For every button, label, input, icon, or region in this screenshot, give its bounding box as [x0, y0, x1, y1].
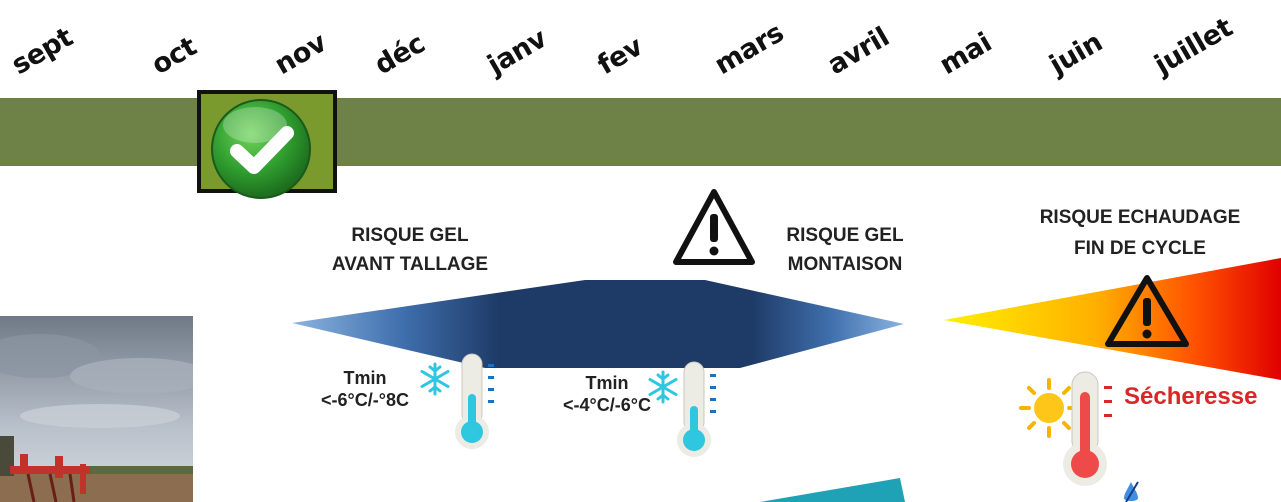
- risk-gel-avant-tallage-line1: RISQUE GEL: [351, 225, 469, 246]
- secheresse-label: Sécheresse: [1124, 383, 1258, 410]
- check-icon: [211, 99, 311, 199]
- drop-icon: [1124, 481, 1139, 502]
- month-label: avril: [822, 21, 895, 81]
- month-label: déc: [369, 28, 431, 81]
- risk-gel-avant-tallage: RISQUE GEL AVANT TALLAGE: [295, 221, 525, 279]
- tmin-value: <-6°C/-°8C: [321, 390, 409, 410]
- thermometer-icon: [1063, 371, 1112, 486]
- risk-gel-montaison-line2: MONTAISON: [787, 254, 903, 275]
- warning-icon: [673, 189, 755, 265]
- risk-gel-montaison-line1: RISQUE GEL: [786, 225, 904, 246]
- month-label: oct: [146, 31, 202, 81]
- timeline-band: [0, 98, 1281, 166]
- month-label: fev: [592, 31, 648, 81]
- month-label: nov: [269, 27, 332, 81]
- risk-echaudage-line1: RISQUE ECHAUDAGE: [1039, 207, 1241, 228]
- month-label: juillet: [1149, 12, 1238, 81]
- month-label: mars: [709, 17, 789, 81]
- month-label: mai: [934, 27, 997, 81]
- warning-icon: [1105, 275, 1189, 347]
- thermometer-icon: [677, 361, 716, 457]
- heat-risk-wedge: [944, 258, 1281, 380]
- sun-icon: [1019, 378, 1079, 438]
- tmin-label: Tmin: [585, 373, 629, 393]
- tmin-label: Tmin: [343, 368, 387, 388]
- snowflake-icon: [648, 370, 678, 404]
- thermometer-icon: [455, 353, 494, 449]
- field-photo: [0, 316, 193, 502]
- tmin-value: <-4°C/-6°C: [563, 395, 651, 415]
- teal-wedge: [760, 478, 905, 502]
- month-label: juin: [1044, 26, 1108, 81]
- risk-gel-avant-tallage-line2: AVANT TALLAGE: [331, 254, 489, 275]
- risk-echaudage: RISQUE ECHAUDAGE FIN DE CYCLE: [1005, 202, 1275, 264]
- frost-risk-shape: [292, 280, 904, 368]
- risk-gel-montaison: RISQUE GEL MONTAISON: [750, 221, 940, 279]
- snowflake-icon: [420, 362, 450, 396]
- tmin-montaison: Tmin <-4°C/-6°C: [542, 372, 672, 416]
- month-label: sept: [6, 21, 78, 81]
- tmin-avant-tallage: Tmin <-6°C/-°8C: [300, 367, 430, 411]
- risk-echaudage-line2: FIN DE CYCLE: [1074, 238, 1206, 259]
- month-label: janv: [482, 23, 552, 81]
